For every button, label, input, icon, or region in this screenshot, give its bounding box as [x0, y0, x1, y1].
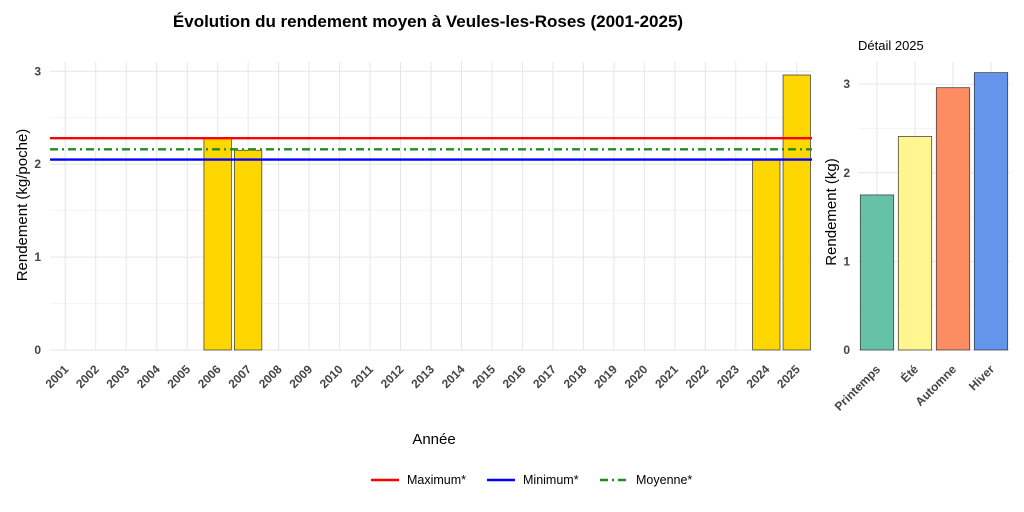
legend-label-minimum: Minimum* [523, 473, 579, 487]
x-tick-label: 2016 [500, 362, 529, 391]
y-tick-label: 0 [34, 343, 41, 357]
x-tick-label: 2009 [286, 362, 315, 391]
reference-lines [50, 136, 812, 161]
x-tick-label: 2015 [469, 362, 498, 391]
x-tick-label: 2021 [652, 362, 681, 391]
legend: Maximum* Minimum* Moyenne* [371, 473, 692, 487]
side-x-tick-label: Automne [912, 362, 959, 409]
bar-2024 [752, 159, 781, 351]
main-panel-bars [203, 74, 811, 351]
side-x-tick-label: Été [897, 361, 921, 385]
side-bar-été [897, 136, 933, 351]
side-y-tick-label: 1 [843, 254, 850, 268]
x-tick-label: 2014 [439, 362, 468, 391]
side-chart-title: Détail 2025 [858, 38, 924, 53]
x-tick-label: 2001 [43, 362, 72, 391]
x-tick-label: 2017 [530, 362, 559, 391]
side-x-tick-label: Hiver [966, 362, 997, 393]
x-tick-label: 2005 [164, 362, 193, 391]
side-bar-automne [935, 87, 971, 351]
bar-2025 [782, 74, 811, 351]
bar-2006 [203, 137, 232, 351]
side-y-tick-label: 0 [843, 343, 850, 357]
side-bar-printemps [859, 194, 895, 351]
x-tick-label: 2010 [317, 362, 346, 391]
legend-label-maximum: Maximum* [407, 473, 466, 487]
x-axis-title: Année [412, 431, 455, 448]
x-tick-label: 2012 [378, 362, 407, 391]
side-bar-hiver [973, 72, 1009, 351]
side-x-tick-label: Printemps [832, 362, 884, 414]
x-tick-label: 2003 [104, 362, 133, 391]
legend-label-moyenne: Moyenne* [636, 473, 692, 487]
x-tick-label: 2023 [713, 362, 742, 391]
y-axis-title: Rendement (kg/poche) [14, 129, 31, 282]
x-tick-label: 2024 [744, 362, 773, 391]
x-tick-label: 2006 [195, 362, 224, 391]
main-panel-grid [50, 62, 812, 351]
side-y-axis-title: Rendement (kg) [823, 158, 840, 266]
x-tick-label: 2002 [73, 362, 102, 391]
x-tick-label: 2022 [683, 362, 712, 391]
main-panel-tick-labels: 0 1 2 3 2001 2002 2003 2004 2005 2006 2007 2008 2009… [34, 64, 803, 391]
x-tick-label: 2007 [225, 362, 254, 391]
side-y-tick-label: 3 [843, 77, 850, 91]
x-tick-label: 2018 [561, 362, 590, 391]
y-tick-label: 2 [34, 157, 41, 171]
x-tick-label: 2019 [591, 362, 620, 391]
side-y-tick-label: 2 [843, 166, 850, 180]
bar-2007 [234, 149, 263, 351]
x-tick-label: 2004 [134, 362, 163, 391]
chart-title: Évolution du rendement moyen à Veules-le… [173, 12, 683, 31]
x-tick-label: 2011 [348, 362, 377, 391]
x-tick-label: 2025 [774, 362, 803, 391]
x-tick-label: 2020 [622, 362, 651, 391]
x-tick-label: 2008 [256, 362, 285, 391]
y-tick-label: 1 [34, 250, 41, 264]
y-tick-label: 3 [34, 64, 41, 78]
x-tick-label: 2013 [408, 362, 437, 391]
side-panel-bars [859, 72, 1009, 351]
